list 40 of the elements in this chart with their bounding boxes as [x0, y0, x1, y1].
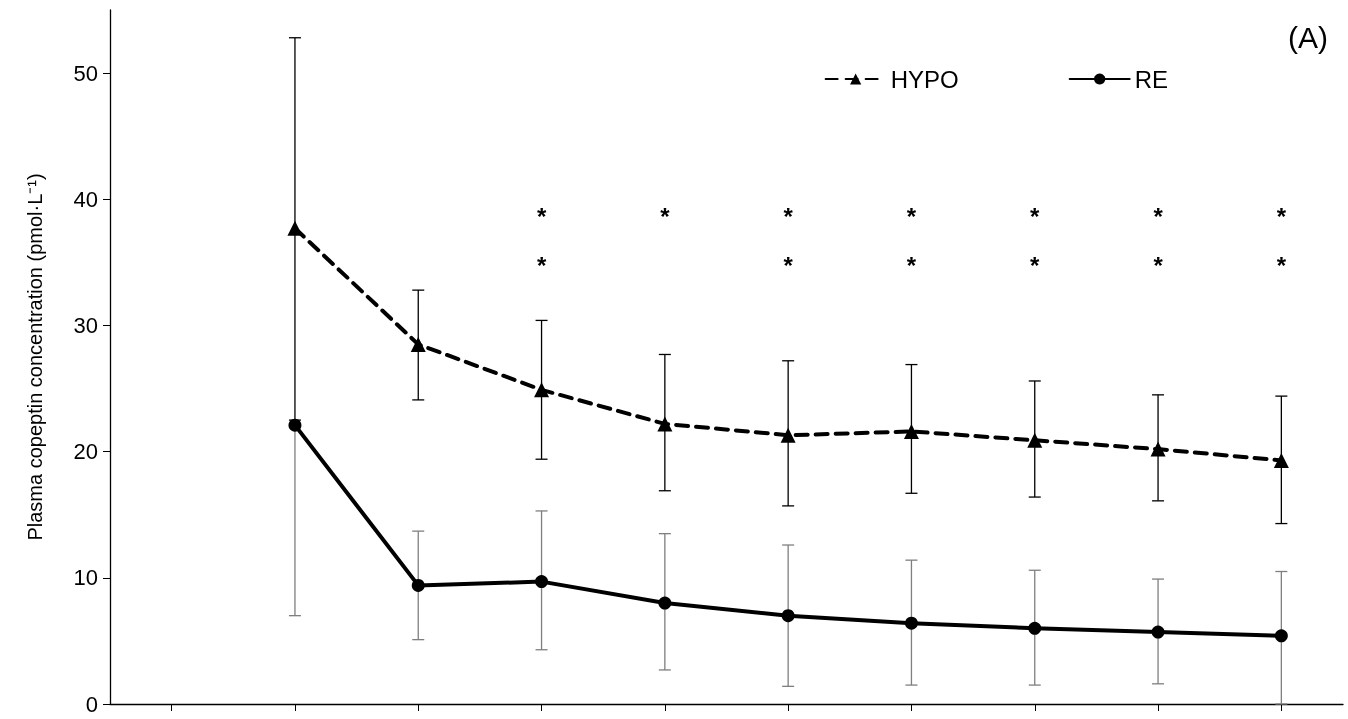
annotation: * [1153, 202, 1164, 230]
point [535, 575, 549, 589]
annotation: * [906, 251, 917, 279]
point [1273, 452, 1289, 468]
y-tick-label: 50 [73, 60, 98, 86]
annotation: * [783, 202, 794, 230]
point [1150, 441, 1166, 457]
point [1274, 629, 1288, 643]
annotation: * [660, 202, 671, 230]
point [781, 609, 795, 623]
point [1028, 621, 1042, 635]
y-tick-label: 30 [73, 312, 98, 338]
annotation: * [536, 251, 547, 279]
annotation: (A) [1288, 20, 1329, 54]
point [288, 418, 302, 432]
point [658, 596, 672, 610]
legend-label: RE [1134, 65, 1168, 93]
point [903, 423, 919, 439]
legend-label: HYPO [890, 65, 959, 93]
point [657, 416, 673, 432]
point [1027, 432, 1043, 448]
annotation: * [1276, 251, 1287, 279]
point [410, 336, 426, 352]
annotation: * [906, 202, 917, 230]
annotation: * [536, 202, 547, 230]
y-tick-label: 0 [85, 691, 98, 717]
annotation: * [1276, 202, 1287, 230]
y-tick-label: 20 [73, 439, 98, 465]
point [411, 578, 425, 592]
annotation: * [1153, 251, 1164, 279]
point [534, 382, 550, 398]
y-tick-label: 10 [73, 565, 98, 591]
annotation: * [1030, 202, 1041, 230]
point [1151, 625, 1165, 639]
y-tick-label: 40 [73, 186, 98, 212]
y-axis-title: Plasma copeptin concentration (pmol·L⁻¹) [24, 173, 46, 541]
point [904, 616, 918, 630]
annotation: * [1030, 251, 1041, 279]
annotation: * [783, 251, 794, 279]
point [780, 427, 796, 443]
